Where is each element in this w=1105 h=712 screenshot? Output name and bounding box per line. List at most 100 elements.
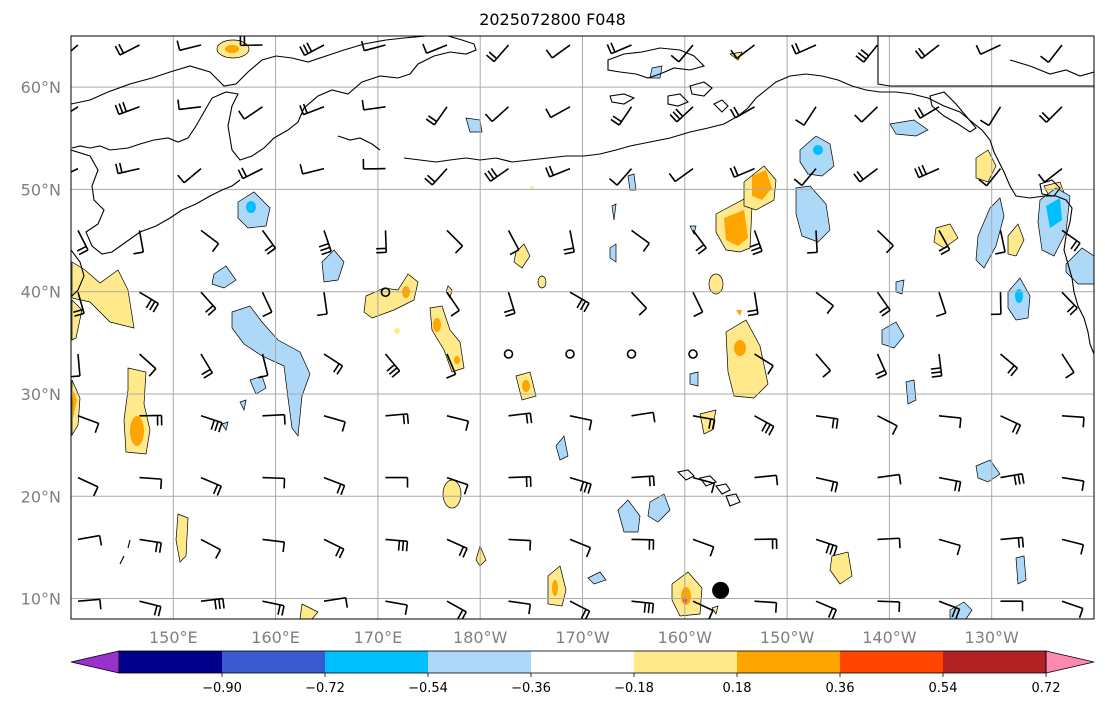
wind-barb bbox=[1061, 415, 1085, 428]
map-frame bbox=[70, 35, 1095, 620]
wind-barb bbox=[425, 106, 448, 126]
colorbar-tick-label: −0.90 bbox=[202, 681, 242, 696]
wind-barb bbox=[139, 291, 160, 313]
wind-barb bbox=[77, 476, 99, 497]
wind-barb bbox=[938, 415, 962, 429]
wind-barb bbox=[508, 476, 532, 487]
wind-barb bbox=[569, 538, 592, 558]
wind-barb bbox=[139, 600, 162, 617]
colorbar-tick-label: 0.18 bbox=[723, 681, 752, 696]
coastlines bbox=[71, 36, 1094, 565]
wind-barb bbox=[1061, 538, 1085, 555]
wind-barb bbox=[978, 168, 1002, 187]
wind-barb bbox=[262, 476, 286, 489]
wind-barb bbox=[877, 537, 901, 549]
wind-barb bbox=[995, 230, 1006, 255]
wind-barb bbox=[1037, 167, 1063, 183]
lon-tick-label: 150°E bbox=[149, 628, 198, 647]
wind-barb bbox=[670, 44, 694, 63]
wind-barb bbox=[877, 600, 901, 612]
wind-barb bbox=[692, 229, 707, 255]
lat-tick-label: 10°N bbox=[21, 590, 61, 609]
wind-barb bbox=[238, 106, 263, 120]
wind-barb bbox=[422, 43, 448, 54]
wind-barb bbox=[854, 106, 879, 123]
calm-wind-circle bbox=[380, 287, 391, 298]
wind-barb bbox=[446, 229, 464, 254]
wind-barb bbox=[485, 44, 510, 63]
wind-barb bbox=[815, 538, 838, 556]
wind-barb bbox=[692, 600, 714, 619]
wind-barb bbox=[323, 538, 345, 559]
wind-barb bbox=[569, 415, 593, 431]
wind-barb bbox=[606, 42, 632, 55]
wind-barb bbox=[876, 229, 894, 254]
wind-barb bbox=[999, 353, 1018, 377]
wind-barb bbox=[754, 353, 774, 375]
wind-barb bbox=[261, 229, 277, 255]
wind-barb bbox=[507, 230, 520, 256]
wind-barb bbox=[979, 106, 1002, 127]
longitude-labels: 150°E 160°E 170°E 180°W 170°W 160°W 150°W 140°W… bbox=[149, 628, 1019, 647]
wind-barb bbox=[177, 167, 202, 184]
wind-barb bbox=[914, 164, 940, 179]
colorbar-tick-label: 0.72 bbox=[1032, 681, 1061, 696]
wind-barb bbox=[1061, 476, 1085, 492]
wind-barb bbox=[914, 44, 940, 60]
wind-barb bbox=[631, 600, 655, 614]
colorbar-tick-label: −0.36 bbox=[511, 681, 551, 696]
wind-barb bbox=[914, 106, 940, 119]
colorbar-segment bbox=[325, 651, 429, 673]
wind-barb bbox=[139, 476, 163, 490]
wind-barb bbox=[73, 291, 85, 317]
wind-barb bbox=[385, 538, 409, 552]
wind-barb bbox=[669, 106, 694, 123]
lat-tick-label: 30°N bbox=[21, 385, 61, 404]
wind-barb bbox=[139, 414, 163, 426]
calm-wind-circle bbox=[688, 349, 698, 359]
wind-barb bbox=[610, 106, 633, 126]
wind-barb bbox=[114, 101, 140, 116]
calm-wind-circle bbox=[626, 349, 637, 359]
wind-barb bbox=[936, 291, 947, 317]
wind-barb bbox=[360, 40, 386, 52]
wind-barb bbox=[853, 167, 878, 183]
wind-barb bbox=[545, 165, 571, 178]
lon-tick-label: 160°W bbox=[658, 628, 713, 647]
lon-tick-label: 130°W bbox=[965, 628, 1020, 647]
colorbar-segment bbox=[428, 651, 532, 673]
wind-barb bbox=[877, 473, 902, 485]
wind-barb bbox=[692, 291, 704, 318]
wind-barb bbox=[793, 168, 817, 187]
wind-barb bbox=[631, 411, 656, 423]
wind-barb bbox=[938, 538, 961, 556]
wind-barb bbox=[729, 106, 755, 119]
wind-barb bbox=[508, 412, 533, 424]
wind-barb bbox=[362, 158, 386, 170]
lat-tick-label: 50°N bbox=[21, 180, 61, 199]
wind-barb bbox=[71, 167, 79, 173]
wind-barb bbox=[200, 415, 223, 433]
wind-barb bbox=[376, 230, 388, 254]
wind-barb bbox=[1061, 353, 1075, 379]
wind-barb bbox=[138, 353, 157, 377]
wind-barb bbox=[569, 600, 591, 619]
colorbar-tick-label: 0.36 bbox=[826, 681, 855, 696]
wind-barb bbox=[754, 600, 778, 613]
wind-barb bbox=[446, 476, 469, 495]
colorbar-extend-low bbox=[70, 650, 120, 674]
wind-barb bbox=[446, 538, 468, 558]
wind-barb bbox=[815, 415, 839, 429]
wind-barb bbox=[76, 230, 89, 256]
lon-tick-label: 180°W bbox=[453, 628, 508, 647]
lat-tick-label: 40°N bbox=[21, 283, 61, 302]
latitude-labels: 60°N 50°N 40°N 30°N 20°N 10°N bbox=[21, 78, 61, 608]
colorbar-segment bbox=[737, 651, 841, 673]
wind-barb bbox=[1000, 536, 1025, 548]
wind-barb bbox=[115, 162, 140, 175]
wind-barb bbox=[77, 598, 102, 610]
lon-tick-label: 140°W bbox=[862, 628, 917, 647]
wind-barb bbox=[855, 44, 879, 63]
wind-barb bbox=[692, 415, 716, 430]
